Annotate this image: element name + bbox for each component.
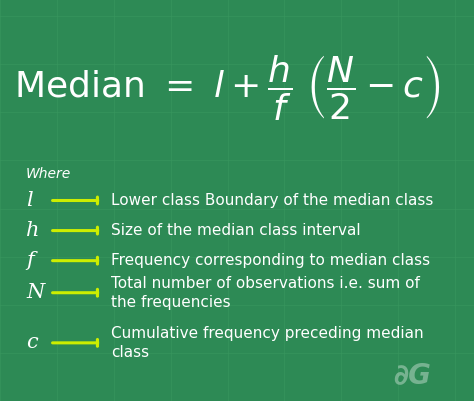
Text: Frequency corresponding to median class: Frequency corresponding to median class [111, 253, 430, 268]
Text: N: N [26, 283, 45, 302]
Text: Total number of observations i.e. sum of
the frequencies: Total number of observations i.e. sum of… [111, 276, 420, 310]
Text: Cumulative frequency preceding median
class: Cumulative frequency preceding median cl… [111, 326, 424, 360]
Text: c: c [26, 333, 38, 352]
Text: h: h [26, 221, 39, 240]
Text: $\mathrm{Median}\ =\ l + \dfrac{h}{f}\ \left(\dfrac{N}{2} - c\right)$: $\mathrm{Median}\ =\ l + \dfrac{h}{f}\ \… [14, 54, 441, 123]
Text: f: f [26, 251, 34, 270]
Text: Where: Where [26, 168, 71, 181]
Text: Lower class Boundary of the median class: Lower class Boundary of the median class [111, 193, 434, 208]
Text: ∂G: ∂G [393, 361, 431, 389]
Text: Size of the median class interval: Size of the median class interval [111, 223, 361, 238]
Text: l: l [26, 191, 33, 210]
